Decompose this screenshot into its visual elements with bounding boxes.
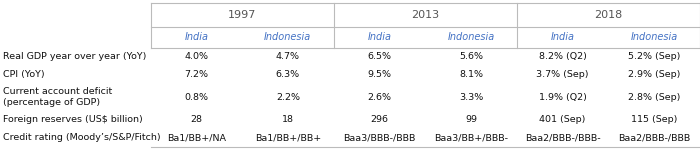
Text: 3.7% (Sep): 3.7% (Sep) <box>536 70 589 79</box>
Text: Baa2/BBB-/BBB: Baa2/BBB-/BBB <box>618 133 690 142</box>
Text: Credit rating (Moody’s/S&P/Fitch): Credit rating (Moody’s/S&P/Fitch) <box>3 133 160 142</box>
Text: 18: 18 <box>282 115 294 124</box>
Text: 5.6%: 5.6% <box>459 52 483 61</box>
Text: India: India <box>368 32 391 42</box>
Text: 3.3%: 3.3% <box>458 93 483 102</box>
Text: 2.9% (Sep): 2.9% (Sep) <box>628 70 680 79</box>
Text: 6.5%: 6.5% <box>368 52 391 61</box>
Text: 4.0%: 4.0% <box>184 52 209 61</box>
Text: 2.8% (Sep): 2.8% (Sep) <box>628 93 680 102</box>
Text: 6.3%: 6.3% <box>276 70 300 79</box>
Text: Real GDP year over year (YoY): Real GDP year over year (YoY) <box>3 52 146 61</box>
Text: Baa3/BBB-/BBB: Baa3/BBB-/BBB <box>343 133 416 142</box>
Text: 4.7%: 4.7% <box>276 52 300 61</box>
Text: 296: 296 <box>370 115 388 124</box>
Text: Foreign reserves (US$ billion): Foreign reserves (US$ billion) <box>3 115 143 124</box>
Text: 7.2%: 7.2% <box>184 70 209 79</box>
Text: Indonesia: Indonesia <box>447 32 495 42</box>
Text: CPI (YoY): CPI (YoY) <box>3 70 44 79</box>
Text: 1997: 1997 <box>228 10 256 20</box>
Text: Baa3/BB+/BBB-: Baa3/BB+/BBB- <box>434 133 508 142</box>
Text: Ba1/BB+/BB+: Ba1/BB+/BB+ <box>255 133 321 142</box>
Text: India: India <box>184 32 209 42</box>
Text: 2013: 2013 <box>411 10 439 20</box>
Text: 2.6%: 2.6% <box>368 93 391 102</box>
Text: 28: 28 <box>190 115 202 124</box>
Text: 9.5%: 9.5% <box>368 70 391 79</box>
Text: 0.8%: 0.8% <box>184 93 209 102</box>
Text: India: India <box>550 32 575 42</box>
Text: Indonesia: Indonesia <box>631 32 678 42</box>
Text: Current account deficit
(percentage of GDP): Current account deficit (percentage of G… <box>3 87 112 107</box>
Text: 115 (Sep): 115 (Sep) <box>631 115 678 124</box>
Text: 8.2% (Q2): 8.2% (Q2) <box>538 52 587 61</box>
Text: Ba1/BB+/NA: Ba1/BB+/NA <box>167 133 226 142</box>
Text: 1.9% (Q2): 1.9% (Q2) <box>538 93 587 102</box>
Text: 2018: 2018 <box>594 10 622 20</box>
Text: 5.2% (Sep): 5.2% (Sep) <box>628 52 680 61</box>
Text: Indonesia: Indonesia <box>264 32 312 42</box>
Text: 2.2%: 2.2% <box>276 93 300 102</box>
Text: 8.1%: 8.1% <box>459 70 483 79</box>
Text: 401 (Sep): 401 (Sep) <box>539 115 586 124</box>
Text: Baa2/BBB-/BBB-: Baa2/BBB-/BBB- <box>525 133 601 142</box>
Text: 99: 99 <box>465 115 477 124</box>
